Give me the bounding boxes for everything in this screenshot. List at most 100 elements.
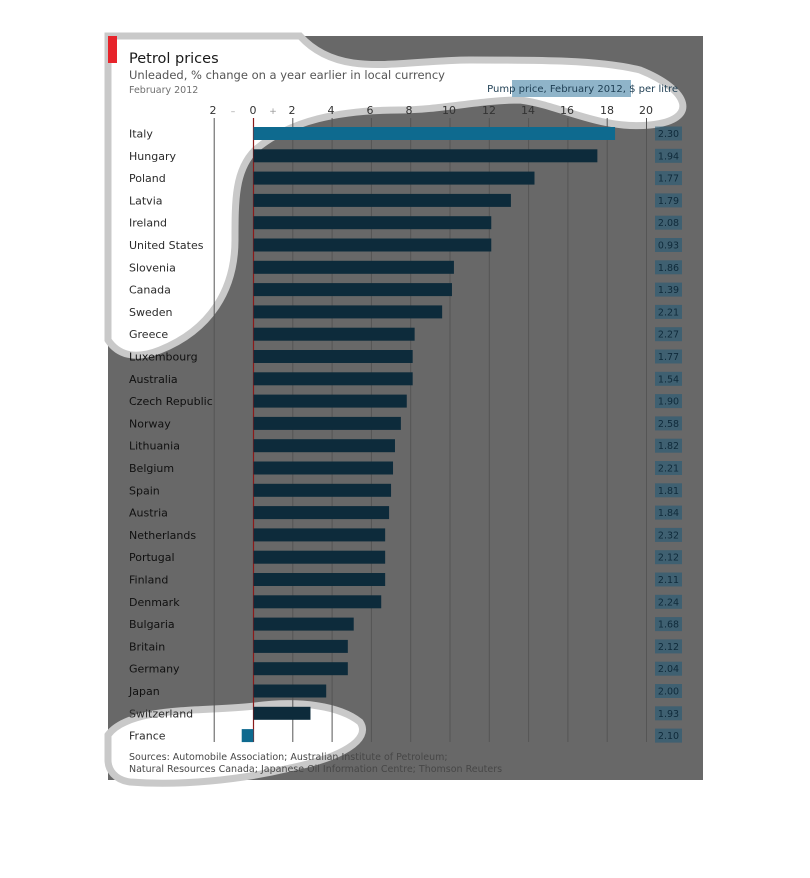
price-box [655,661,682,676]
category-label: Czech Republic [129,395,213,408]
highlight-region-top [104,32,687,359]
bar [253,216,492,230]
x-tick-label: + [269,107,277,117]
price-box [655,148,682,163]
category-label: Japan [128,685,160,698]
price-box [655,594,682,609]
x-tick-label: 0 [250,104,257,117]
bar [253,706,311,720]
category-label: Austria [129,507,168,520]
category-label: Norway [129,417,171,430]
price-box [655,572,682,587]
price-box [655,483,682,498]
category-label: Switzerland [129,707,193,720]
category-label: Luxembourg [129,351,198,364]
bar [253,416,401,430]
price-label: 1.79 [658,196,679,207]
category-label: Belgium [129,462,174,475]
category-label: Slovenia [129,261,176,274]
price-label: 1.77 [658,352,679,363]
price-box [655,706,682,721]
bar [253,260,454,274]
bar [253,595,382,609]
price-box [655,550,682,565]
price-label: 2.21 [658,464,679,475]
price-label: 2.10 [658,731,679,742]
x-tick-label: 12 [482,104,496,117]
price-box [655,684,682,698]
price-box [655,282,682,297]
bar [253,439,395,453]
category-label: Ireland [129,217,167,230]
category-label: Germany [129,663,180,676]
category-label: Bulgaria [129,618,175,631]
category-label: Spain [129,484,160,497]
price-label: 2.04 [658,664,679,675]
price-box [655,416,682,431]
price-label: 2.11 [658,575,679,586]
category-label: France [129,730,166,743]
chart-title: Petrol prices [129,51,219,67]
price-label: 2.24 [658,597,679,608]
price-box [655,461,682,475]
price-label: 2.12 [658,553,679,564]
price-box [655,639,682,654]
bar [253,327,415,341]
category-label: Finland [129,574,168,587]
price-box [655,349,682,364]
price-header-label: Pump price, February 2012, $ per litre [487,84,678,95]
price-box [655,438,682,453]
x-tick-label: 8 [406,104,413,117]
category-label: Britain [129,640,165,653]
bar [253,483,392,497]
bar [253,528,386,542]
price-header-box [512,80,631,97]
x-tick-label: 18 [600,104,614,117]
category-labels: Italy Hungary Poland Latvia Ireland United St… [128,128,213,743]
price-label: 2.30 [658,129,679,140]
price-label: 1.77 [658,174,679,185]
price-label: 2.12 [658,642,679,653]
price-label: 1.90 [658,397,679,408]
category-label: Latvia [129,194,163,207]
bar [253,573,386,586]
bar [253,171,535,185]
price-box [655,527,682,542]
bar [253,617,354,631]
x-tick-label: 4 [328,104,335,117]
price-label: 1.39 [658,285,679,296]
price-box [655,505,682,520]
highlight-region-bottom [104,700,366,787]
bar [253,684,327,698]
category-label: Portugal [129,551,175,564]
bar [253,639,348,653]
price-label: 1.82 [658,441,679,452]
price-label: 1.94 [658,151,679,162]
price-label: 1.54 [658,374,679,385]
price-box [655,394,682,409]
price-box [655,193,682,208]
category-label: Canada [129,284,171,297]
price-box [655,304,682,319]
chart-subtitle: Unleaded, % change on a year earlier in … [129,68,445,82]
price-label: 1.68 [658,620,679,631]
price-label: 2.32 [658,530,679,541]
price-label: 1.93 [658,709,679,720]
price-box [655,327,682,342]
price-box [655,617,682,632]
price-label: 2.58 [658,419,679,430]
price-label: 2.08 [658,218,679,229]
x-tick-label: 14 [521,104,535,117]
bar [253,127,616,140]
x-tick-label: 10 [442,104,456,117]
source-line-2: Natural Resources Canada; Japanese Oil I… [129,764,502,775]
bar [253,149,598,163]
category-label: Poland [129,172,166,185]
bar [253,283,452,297]
price-label: 1.81 [658,486,679,497]
bar [253,506,390,520]
price-box [655,126,682,141]
price-box [655,215,682,230]
bar [253,305,443,319]
price-label: 2.21 [658,307,679,318]
